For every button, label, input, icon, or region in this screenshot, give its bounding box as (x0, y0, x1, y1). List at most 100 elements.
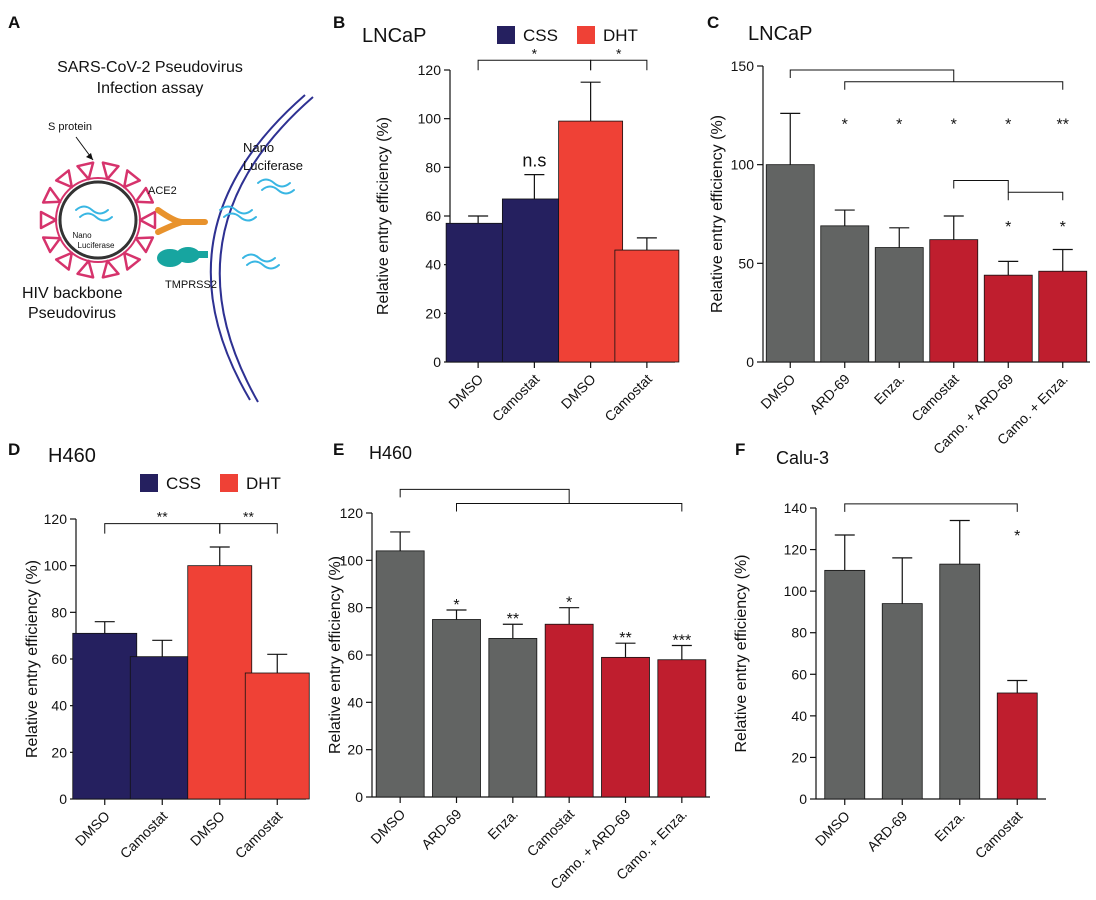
significance-label: * (453, 597, 459, 614)
y-tick-label: 20 (791, 749, 807, 765)
panel-a-infection-diagram: A SARS-CoV-2 Pseudovirus Infection assay… (8, 13, 314, 403)
y-tick-label: 100 (340, 552, 364, 568)
cell-membrane-icon (209, 94, 314, 403)
bracket-significance-label: * (616, 45, 622, 61)
y-tick-label: 40 (51, 698, 67, 714)
y-axis-label: Relative entry efficiency (%) (24, 560, 41, 758)
y-tick-label: 80 (791, 625, 807, 641)
y-axis-label: Relative entry efficiency (%) (327, 556, 344, 754)
inner-nano-label-line2: Luciferase (78, 241, 115, 250)
panel-letter-e: E (333, 440, 344, 459)
bar (881, 603, 923, 800)
hiv-backbone-label-line2: Pseudovirus (28, 305, 116, 322)
comparison-bracket (844, 503, 1018, 512)
x-tick-label: DMSO (187, 808, 228, 849)
x-tick-label: ARD-69 (864, 808, 911, 855)
bar (187, 565, 253, 800)
comparison-bracket (399, 488, 570, 504)
y-tick-label: 0 (799, 791, 807, 807)
chart-title: Calu-3 (776, 448, 829, 468)
comparison-bracket (953, 179, 1009, 193)
virus-spike-icon (138, 210, 157, 230)
x-tick-label: Camostat (117, 808, 171, 862)
significance-label: *** (672, 633, 691, 650)
bar-charts: B LNCaP 0 20 40 60 80 100 120 Relative entry effi… (8, 13, 1090, 892)
x-tick-label: DMSO (757, 371, 798, 412)
significance-label: * (842, 116, 848, 133)
legend-swatch (497, 26, 515, 44)
y-tick-label: 0 (746, 354, 754, 370)
bar (432, 619, 481, 798)
y-tick-label: 100 (44, 558, 68, 574)
y-tick-label: 100 (418, 111, 442, 127)
y-axis-label: Relative entry efficiency (%) (709, 115, 726, 313)
tmprss2-label: TMPRSS2 (165, 279, 217, 291)
comparison-bracket (590, 59, 648, 71)
ace2-label: ACE2 (148, 185, 177, 197)
y-tick-label: 80 (347, 600, 363, 616)
y-tick-label: 60 (347, 647, 363, 663)
bar (657, 659, 707, 798)
significance-label: ** (1057, 116, 1069, 133)
bar (1038, 270, 1088, 363)
x-tick-label: Camostat (601, 371, 655, 425)
x-tick-label: ARD-69 (418, 806, 465, 853)
y-tick-label: 120 (44, 511, 68, 527)
bar (601, 656, 650, 798)
comparison-bracket (844, 81, 1064, 90)
bar (72, 632, 138, 800)
chart-title: H460 (48, 445, 96, 467)
x-tick-label: ARD-69 (806, 371, 853, 418)
legend-label: CSS (166, 474, 201, 493)
bar (129, 656, 195, 800)
panel-letter-d: D (8, 440, 20, 459)
nano-luciferase-label-line2: Luciferase (243, 158, 303, 173)
y-tick-label: 60 (425, 208, 441, 224)
virus-spike-icon (76, 161, 95, 181)
comparison-bracket (1007, 191, 1064, 201)
y-tick-label: 100 (731, 157, 755, 173)
x-tick-label: DMSO (812, 808, 853, 849)
virus-spike-icon (134, 186, 155, 204)
s-protein-label: S protein (48, 121, 92, 133)
y-tick-label: 120 (784, 542, 808, 558)
panel-letter-c: C (707, 13, 719, 32)
chart-d: D H460 0 20 40 60 80 100 120 Relative entry effic… (8, 440, 310, 862)
chart-title: LNCaP (362, 25, 426, 47)
significance-label: ** (507, 611, 519, 628)
y-axis-label: Relative entry efficiency (%) (733, 555, 750, 753)
chart-e: E H460 0 20 40 60 80 100 120 Relative entry effic… (327, 440, 710, 892)
panel-a-title-line1: SARS-CoV-2 Pseudovirus (57, 59, 243, 76)
bracket-significance-label: ** (243, 509, 254, 525)
significance-label: ** (619, 630, 631, 647)
virus-spike-icon (76, 259, 95, 279)
y-tick-label: 20 (425, 305, 441, 321)
bar (544, 623, 594, 798)
s-protein-arrow-icon (75, 136, 94, 161)
significance-label: * (1014, 528, 1020, 545)
virus-particle-icon (39, 161, 157, 279)
y-axis-label: Relative entry efficiency (%) (375, 117, 392, 315)
panel-a-title-line2: Infection assay (97, 80, 204, 97)
y-tick-label: 140 (784, 500, 808, 516)
bracket-significance-label: ** (157, 509, 168, 525)
bar (488, 638, 538, 798)
legend-swatch (577, 26, 595, 44)
virus-spike-icon (41, 186, 62, 204)
bar (244, 672, 310, 800)
legend-swatch (220, 474, 238, 492)
chart-c: C LNCaP 0 50 100 150 Relative entry efficiency… (707, 13, 1090, 457)
chart-b: B LNCaP 0 20 40 60 80 100 120 Relative entry effi… (333, 13, 680, 425)
legend-label: DHT (246, 474, 281, 493)
legend-swatch (140, 474, 158, 492)
x-tick-label: Camostat (908, 371, 962, 425)
bar (824, 569, 866, 800)
virus-spike-icon (54, 169, 74, 189)
x-tick-label: Camostat (524, 806, 578, 860)
y-tick-label: 60 (791, 666, 807, 682)
significance-label: n.s (522, 151, 546, 171)
bar (983, 274, 1033, 363)
comparison-bracket (477, 59, 592, 71)
virus-spike-icon (134, 236, 155, 254)
